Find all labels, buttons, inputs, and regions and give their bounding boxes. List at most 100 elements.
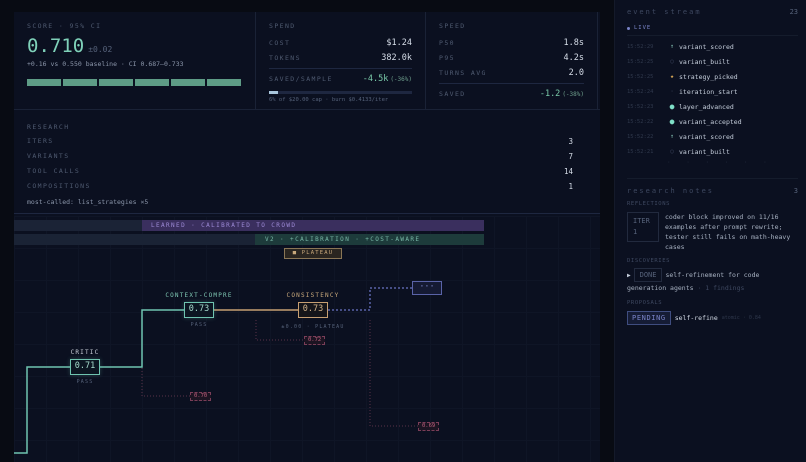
reflection-item[interactable]: ITER 1 coder block improved on 11/16 exam… xyxy=(627,212,798,252)
variants-label: VARIANTS xyxy=(27,152,70,160)
event-item[interactable]: 15:52:22 ↑ variant_scored xyxy=(627,129,798,144)
node-title-critic: CRITIC xyxy=(70,349,100,356)
cost-value: $1.24 xyxy=(386,38,412,48)
ghost-variant[interactable]: 0.72 xyxy=(304,336,326,345)
v2-band-label: V2 · +CALIBRATION · +COST-AWARE xyxy=(265,236,421,243)
iters-value: 3 xyxy=(568,137,573,146)
learned-band-fill xyxy=(142,220,484,231)
saved-label: SAVED xyxy=(439,90,466,98)
variants-value: 7 xyxy=(568,152,573,161)
score-bar xyxy=(27,79,61,86)
compositions-row: COMPOSITIONS 1 xyxy=(27,182,587,191)
node-title-consistency: CONSISTENCY xyxy=(286,292,340,299)
p50-label: P50 xyxy=(439,39,455,47)
event-time: 15:52:25 xyxy=(627,73,654,80)
event-item[interactable]: 15:52:22 ● variant_accepted xyxy=(627,114,798,129)
node-consistency[interactable]: 0.73 xyxy=(298,302,328,318)
node-critic[interactable]: 0.71 xyxy=(70,359,100,375)
proposal-name: self-refine xyxy=(674,314,718,322)
dashboard-main: SCORE · 95% CI 0.710 ±0.02 +0.16 vs 0.55… xyxy=(14,12,600,462)
ghost-variant[interactable]: 0.69 xyxy=(418,422,440,431)
proposal-item[interactable]: PENDING self-refine atomic · 0.84 xyxy=(627,311,798,325)
event-time: 15:52:25 xyxy=(627,58,654,65)
event-name: variant_built xyxy=(679,57,730,66)
p50-value: 1.8s xyxy=(563,38,584,48)
iter-number: 1 xyxy=(633,228,638,236)
node-status-context: PASS xyxy=(190,322,208,328)
graph-edges xyxy=(14,287,418,454)
event-name: strategy_picked xyxy=(679,72,738,81)
event-item[interactable]: 15:52:23 ● layer_advanced xyxy=(627,99,798,114)
event-more: · · · · · · xyxy=(667,159,773,166)
event-item[interactable]: 15:52:29 ↑ variant_scored xyxy=(627,39,798,54)
event-stream-header: event stream 23 xyxy=(627,8,798,16)
saved-sample-pct: (-36%) xyxy=(390,76,412,83)
speed-card: SPEED P50 1.8s P95 4.2s TURNS AVG 2.0 SAVED… xyxy=(426,12,598,110)
score-bar xyxy=(63,79,97,86)
score-number: 0.710 xyxy=(27,35,85,57)
turns-value: 2.0 xyxy=(568,68,584,78)
variants-row: VARIANTS 7 xyxy=(27,152,587,161)
plateau-badge: ■ PLATEAU xyxy=(284,248,342,259)
event-item[interactable]: 15:52:21 ○ variant_built xyxy=(627,144,798,159)
reflections-label: REFLECTIONS xyxy=(627,201,671,207)
research-notes-header: research notes 3 xyxy=(627,187,798,195)
event-time: 15:52:23 xyxy=(627,103,654,110)
score-bar xyxy=(171,79,205,86)
tool-calls-row: TOOL CALLS 14 xyxy=(27,167,587,176)
budget-progress-fill xyxy=(269,91,278,94)
saved-value: -1.2 (-38%) xyxy=(540,89,584,99)
event-time: 15:52:29 xyxy=(627,43,654,50)
score-label: SCORE · 95% CI xyxy=(27,22,102,30)
node-context-compre[interactable]: 0.73 xyxy=(184,302,214,318)
event-list: 15:52:29 ↑ variant_scored 15:52:25 ○ variant… xyxy=(627,39,798,167)
discovery-meta: · 1 findings xyxy=(697,284,745,292)
research-notes: research notes 3 REFLECTIONS ITER 1 coder… xyxy=(627,178,798,325)
proposal-meta: atomic · 0.84 xyxy=(721,315,761,321)
discovery-text: self-refinement for code generation agen… xyxy=(627,271,760,292)
iter-badge: ITER 1 xyxy=(627,212,659,242)
learned-band: LEARNED · CALIBRATED TO CROWD xyxy=(14,220,484,231)
event-name: iteration_start xyxy=(679,87,738,96)
turns-label: TURNS AVG xyxy=(439,69,487,77)
node-more[interactable]: ··· xyxy=(412,281,442,295)
cost-row: COST $1.24 xyxy=(269,38,412,48)
compositions-label: COMPOSITIONS xyxy=(27,182,91,190)
v2-band: V2 · +CALIBRATION · +COST-AWARE xyxy=(14,234,484,245)
node-title-context: CONTEXT-COMPRE xyxy=(165,292,233,299)
event-item[interactable]: 15:52:24 · iteration_start xyxy=(627,84,798,99)
variant-graph: LEARNED · CALIBRATED TO CROWD V2 · +CALI… xyxy=(14,216,600,462)
event-stream-title: event stream xyxy=(627,8,702,16)
saved-sample-value: -4.5k (-36%) xyxy=(363,74,412,84)
spend-card: SPEND COST $1.24 TOKENS 382.0k SAVED/SAMPL… xyxy=(256,12,426,110)
ghost-variant[interactable]: 0.70 xyxy=(190,392,212,401)
event-name: variant_scored xyxy=(679,132,734,141)
pending-badge: PENDING xyxy=(627,311,671,325)
iters-label: ITERS xyxy=(27,137,54,145)
node-status-consistency: ±0.00 · PLATEAU xyxy=(281,324,345,330)
event-item[interactable]: 15:52:25 ○ variant_built xyxy=(627,54,798,69)
event-time: 15:52:22 xyxy=(627,118,654,125)
done-badge: DONE xyxy=(633,268,663,282)
event-item[interactable]: 15:52:25 ★ strategy_picked xyxy=(627,69,798,84)
iter-label: ITER xyxy=(633,217,650,225)
saved-sample-label: SAVED/SAMPLE xyxy=(269,75,333,83)
discovery-item[interactable]: ▶ DONE self-refinement for code generation… xyxy=(627,268,798,294)
node-status-critic: PASS xyxy=(76,379,94,385)
tokens-value: 382.0k xyxy=(381,53,412,63)
compositions-value: 1 xyxy=(568,182,573,191)
event-time: 15:52:22 xyxy=(627,133,654,140)
p95-row: P95 4.2s xyxy=(439,53,584,63)
saved-row: SAVED -1.2 (-38%) xyxy=(439,89,584,99)
learned-band-label: LEARNED · CALIBRATED TO CROWD xyxy=(151,222,297,229)
live-label: LIVE xyxy=(634,25,652,31)
tool-calls-value: 14 xyxy=(563,167,573,176)
expand-caret-icon[interactable]: ▶ xyxy=(627,272,631,279)
filled-dot-icon: ● xyxy=(669,102,675,111)
p95-value: 4.2s xyxy=(563,53,584,63)
saved-sample-row: SAVED/SAMPLE -4.5k (-36%) xyxy=(269,74,412,84)
score-card: SCORE · 95% CI 0.710 ±0.02 +0.16 vs 0.55… xyxy=(14,12,256,110)
research-notes-title: research notes xyxy=(627,187,715,195)
p50-row: P50 1.8s xyxy=(439,38,584,48)
star-icon: ★ xyxy=(670,73,674,80)
